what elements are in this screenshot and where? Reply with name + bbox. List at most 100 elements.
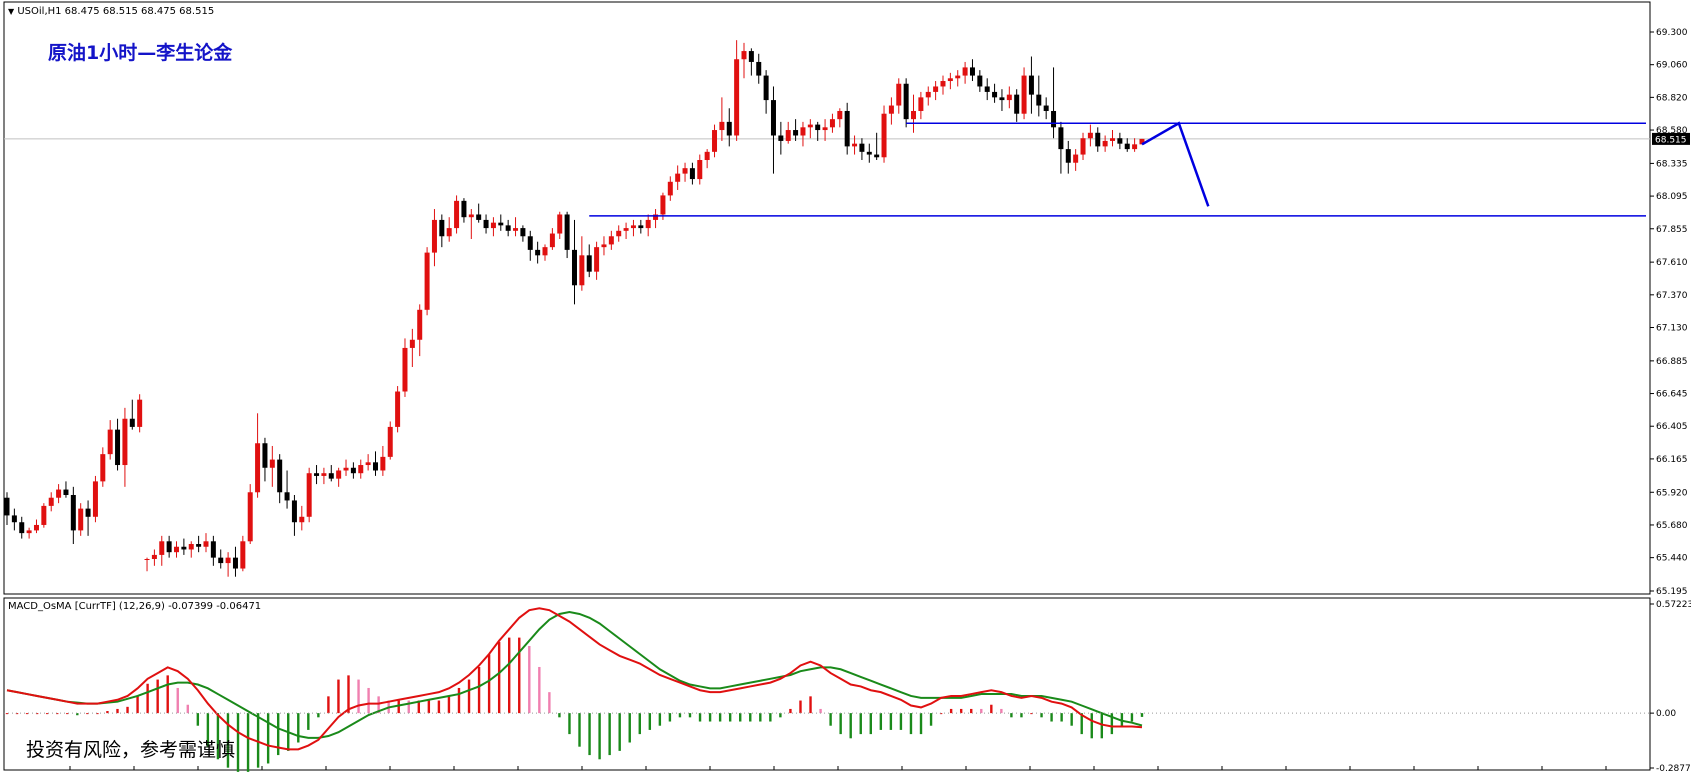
- price-tick-label: 66.885: [1656, 357, 1688, 367]
- candles-group: [4, 40, 1145, 577]
- candle-body: [490, 222, 496, 229]
- candle-body: [969, 67, 975, 76]
- histogram-bar: [578, 713, 581, 747]
- histogram-bar: [779, 713, 782, 718]
- candle-body: [918, 97, 924, 111]
- candle-body: [778, 135, 784, 141]
- candle-body: [468, 214, 474, 218]
- candle-body: [800, 127, 806, 136]
- histogram-bar: [1080, 713, 1083, 735]
- price-tick-label: 66.645: [1656, 390, 1688, 400]
- candle-body: [888, 105, 894, 114]
- histogram-bar: [990, 704, 993, 714]
- candle-body: [454, 200, 460, 229]
- candle-body: [977, 75, 983, 87]
- price-tick-label: 65.440: [1656, 554, 1688, 564]
- histogram-bar: [648, 713, 652, 730]
- price-tick-label: 65.680: [1656, 521, 1688, 531]
- histogram-bar: [457, 687, 461, 714]
- candle-body: [188, 544, 194, 550]
- candle-body: [1058, 127, 1064, 150]
- candle-body: [815, 124, 821, 131]
- histogram-bar: [337, 679, 340, 714]
- candle-body: [1043, 105, 1049, 111]
- candle-body: [1021, 75, 1027, 114]
- histogram-bar: [226, 713, 230, 768]
- candle-body: [807, 124, 813, 128]
- histogram-bar: [678, 713, 682, 718]
- symbol-header: ▼ USOil,H1 68.475 68.515 68.475 68.515: [8, 6, 214, 17]
- candle-body: [962, 67, 968, 76]
- histogram-bar: [477, 666, 481, 714]
- histogram-bar: [377, 696, 380, 714]
- candle-body: [26, 530, 32, 534]
- histogram-bar: [598, 713, 601, 760]
- candle-body: [601, 244, 607, 248]
- candle-body: [896, 83, 902, 106]
- candle-body: [277, 459, 283, 493]
- candle-body: [166, 541, 172, 553]
- histogram-bar: [1140, 713, 1144, 717]
- price-tick-label: 68.820: [1656, 93, 1688, 103]
- candle-body: [1087, 132, 1093, 139]
- candle-body: [660, 195, 666, 215]
- candle-body: [92, 481, 98, 517]
- candle-body: [358, 465, 364, 474]
- candle-body: [446, 228, 452, 237]
- candle-body: [741, 51, 747, 60]
- price-tick-label: 67.370: [1656, 291, 1688, 301]
- histogram-bar: [889, 713, 893, 730]
- histogram-bar: [949, 708, 953, 714]
- candle-body: [255, 443, 261, 493]
- histogram-bar: [1090, 713, 1093, 739]
- candle-body: [122, 418, 128, 466]
- candle-body: [350, 467, 356, 474]
- candle-body: [306, 473, 312, 517]
- candle-body: [866, 151, 872, 155]
- candle-body: [395, 391, 401, 427]
- chart-title-annotation: 原油1小时—李生论金: [48, 42, 233, 64]
- histogram-bar: [1070, 713, 1073, 726]
- histogram-bar: [959, 708, 963, 714]
- candle-body: [829, 119, 835, 128]
- histogram-bar: [698, 713, 702, 722]
- candle-body: [793, 130, 799, 136]
- histogram-bar: [136, 696, 139, 714]
- candle-body: [1095, 132, 1101, 147]
- candle-body: [63, 489, 69, 495]
- dropdown-triangle-icon[interactable]: ▼: [8, 7, 15, 16]
- histogram-bar: [96, 713, 99, 715]
- candle-body: [483, 219, 489, 229]
- candle-body: [630, 225, 636, 229]
- histogram-bar: [518, 637, 521, 714]
- histogram-bar: [256, 713, 260, 768]
- price-tick-label: 69.060: [1656, 61, 1688, 71]
- histogram-bar: [819, 708, 822, 714]
- candle-body: [513, 228, 519, 231]
- histogram-bar: [829, 713, 832, 726]
- candle-body: [203, 541, 209, 547]
- histogram-bar: [618, 713, 621, 751]
- candle-body: [903, 83, 909, 120]
- candle-body: [852, 143, 858, 147]
- histogram-bar: [558, 713, 561, 718]
- candle-body: [682, 168, 688, 174]
- candle-body: [159, 541, 165, 555]
- candle-body: [874, 154, 880, 158]
- histogram-bar: [497, 641, 501, 714]
- indicator-plot-frame: [3, 597, 1651, 771]
- histogram-bar: [1120, 713, 1124, 726]
- candle-body: [11, 515, 17, 523]
- candle-body: [1036, 94, 1042, 106]
- candle-body: [586, 255, 592, 272]
- candle-body: [380, 456, 386, 471]
- candle-body: [770, 100, 776, 136]
- candle-body: [1110, 138, 1115, 141]
- candle-body: [115, 429, 121, 466]
- candle-body: [535, 249, 541, 256]
- candle-body: [579, 255, 585, 286]
- candle-body: [844, 110, 850, 147]
- histogram-bar: [487, 654, 491, 714]
- candle-body: [557, 214, 563, 234]
- candle-body: [881, 113, 887, 158]
